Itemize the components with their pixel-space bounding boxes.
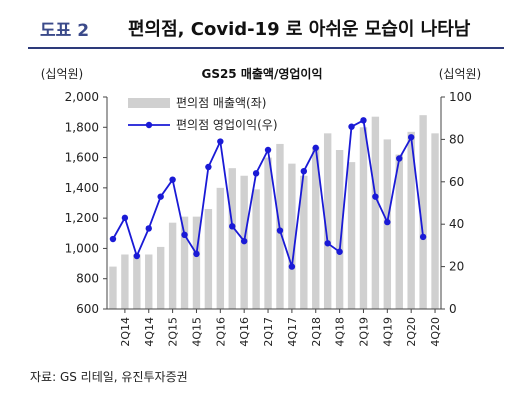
x-tick-label: 2Q15 (167, 317, 180, 347)
line-point (348, 123, 355, 130)
line-point (205, 163, 212, 171)
legend-bar-label: 편의점 매출액(좌) (176, 96, 266, 110)
legend-line-marker (145, 121, 153, 129)
bar (168, 222, 177, 309)
line-point (384, 218, 391, 226)
x-tick-label: 4Q18 (334, 317, 347, 347)
right-tick-label: 100 (449, 90, 472, 104)
left-tick-label: 1,600 (65, 151, 99, 165)
x-tick-label: 2Q17 (262, 317, 275, 347)
line-point (217, 138, 224, 145)
figure-label: 도표 2 (40, 21, 90, 41)
line-point (121, 214, 129, 222)
x-tick-label: 2Q18 (310, 317, 323, 347)
line-point (300, 168, 308, 175)
left-tick-label: 1,200 (65, 211, 99, 225)
line-point (312, 144, 319, 152)
line-point (169, 176, 176, 183)
legend: 편의점 매출액(좌) 편의점 영업이익(우) (128, 96, 278, 132)
bar (133, 254, 141, 309)
bar (145, 254, 153, 309)
right-tick-label: 80 (449, 132, 464, 146)
line-point (360, 117, 367, 124)
bar (312, 146, 320, 309)
line-point (288, 263, 296, 270)
x-tick-label: 4Q16 (238, 317, 251, 347)
chart-title: GS25 매출액/영업이익 (201, 66, 322, 81)
x-tick-label: 4Q14 (143, 317, 156, 347)
line-point (264, 146, 272, 154)
left-axis-unit: (십억원) (41, 67, 83, 81)
figure-title: 편의점, Covid-19 로 아쉬운 모습이 나타남 (128, 19, 471, 40)
line-point (252, 170, 260, 177)
bar (323, 133, 332, 309)
line-point (407, 134, 415, 141)
x-tick-label: 4Q17 (286, 317, 299, 347)
bar (252, 189, 260, 309)
right-tick-label: 40 (449, 217, 464, 231)
bar (288, 163, 296, 309)
bar (359, 127, 368, 310)
bar (395, 154, 403, 309)
line-point (276, 227, 284, 234)
right-tick-label: 0 (449, 302, 457, 316)
x-tick-label: 4Q15 (190, 317, 203, 347)
line-point (109, 235, 117, 243)
report-header: 도표 2 편의점, Covid-19 로 아쉬운 모습이 나타남 (0, 0, 525, 49)
line-point (324, 240, 331, 247)
x-tick-label: 2Q20 (405, 317, 418, 347)
legend-bar-swatch (128, 98, 170, 108)
line-point (396, 155, 403, 162)
left-tick-label: 1,400 (65, 181, 99, 195)
bar (347, 162, 356, 309)
bar (335, 150, 344, 309)
bar (431, 133, 439, 309)
bar (419, 115, 427, 310)
bar (109, 266, 117, 309)
line-point (193, 250, 200, 258)
right-tick-label: 20 (449, 260, 464, 274)
left-tick-label: 800 (76, 272, 99, 286)
header-rule (28, 47, 504, 49)
bar (204, 209, 213, 309)
left-tick-label: 600 (76, 302, 99, 316)
line-point (372, 193, 379, 200)
x-tick-label: 2Q16 (214, 317, 227, 347)
left-tick-label: 1,000 (65, 241, 99, 255)
bar (228, 168, 236, 309)
source-note: 자료: GS 리테일, 유진투자증권 (30, 370, 188, 384)
right-axis-unit: (십억원) (439, 67, 481, 81)
x-tick-label: 4Q20 (429, 317, 442, 347)
line-point (229, 223, 236, 230)
left-tick-label: 2,000 (65, 90, 99, 104)
bar (300, 175, 308, 309)
bar (156, 246, 165, 309)
legend-line-label: 편의점 영업이익(우) (176, 118, 278, 132)
x-tick-label: 2Q19 (357, 317, 370, 347)
line-point (157, 193, 164, 200)
bar (264, 157, 272, 309)
bar (371, 116, 380, 309)
line-point (133, 252, 141, 260)
axes: 2,0001,8001,6001,4001,2001,0008006001008… (65, 90, 472, 347)
x-tick-label: 2Q14 (119, 317, 132, 347)
bar (121, 254, 129, 309)
line-series (109, 117, 427, 270)
bar (180, 216, 189, 309)
line-point (181, 231, 188, 238)
right-tick-label: 60 (449, 175, 464, 189)
line-point (336, 248, 343, 255)
bar (216, 187, 225, 309)
bar (192, 216, 201, 309)
x-tick-label: 4Q19 (381, 317, 394, 347)
line-point (145, 225, 152, 232)
line-point (419, 233, 427, 241)
left-tick-label: 1,800 (65, 120, 99, 134)
line-point (240, 237, 248, 245)
bar (407, 131, 415, 309)
